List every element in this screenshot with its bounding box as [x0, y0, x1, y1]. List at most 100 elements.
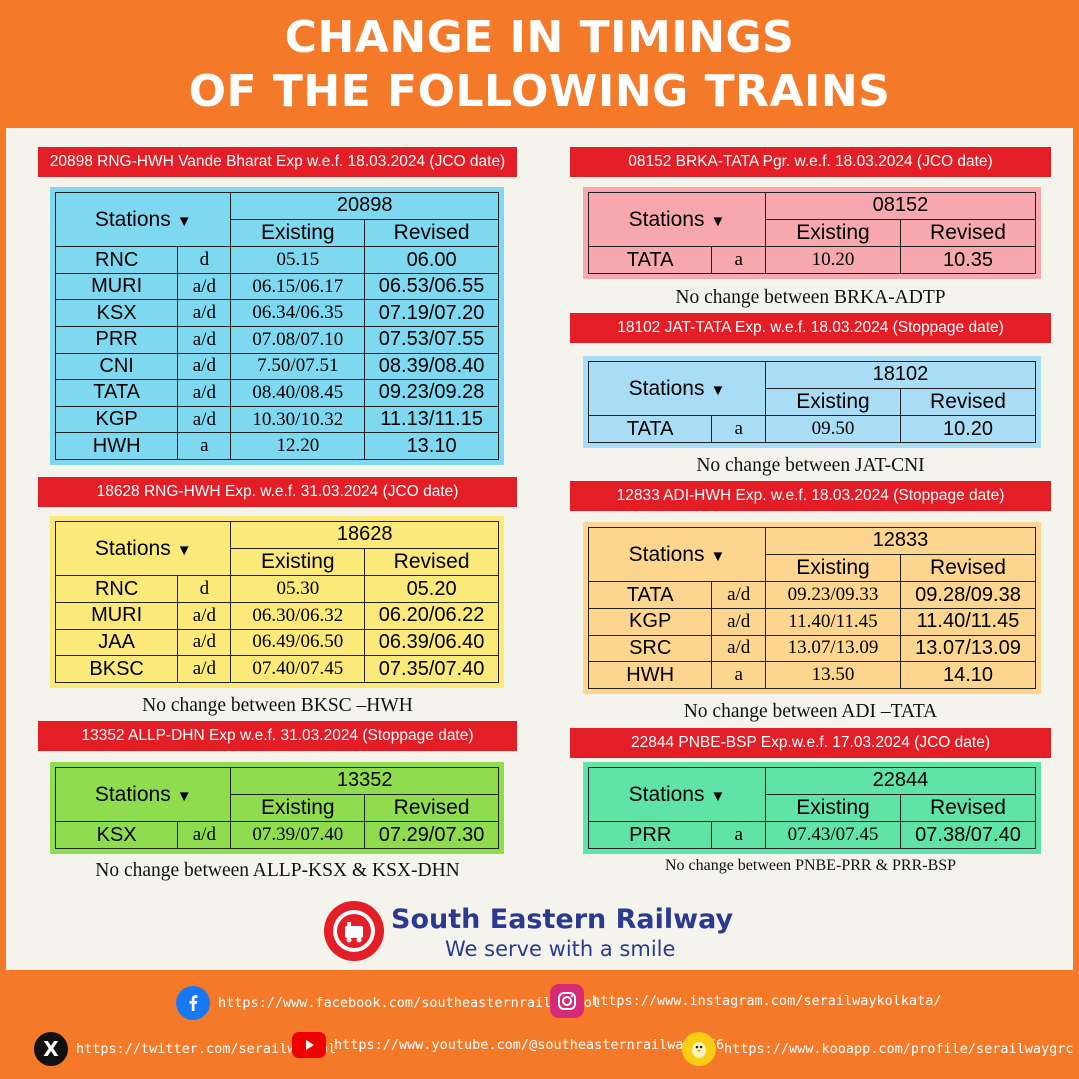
- table-row: CNI a/d 7.50/07.51 08.39/08.40: [54, 352, 499, 381]
- train-number: 13352: [230, 767, 499, 795]
- no-change-note-08152: No change between BRKA-ADTP: [675, 287, 946, 308]
- existing-header: Existing: [230, 218, 366, 248]
- station-code: KSX: [54, 299, 179, 327]
- existing-header: Existing: [230, 547, 366, 577]
- revised-time: 07.53/07.55: [364, 326, 499, 354]
- arrival-departure: a: [711, 415, 766, 443]
- revised-time: 14.10: [899, 661, 1037, 689]
- existing-time: 08.40/08.45: [230, 379, 366, 407]
- page-title-line-2: OF THE FOLLOWING TRAINS: [188, 66, 891, 117]
- station-code: TATA: [587, 246, 713, 274]
- revised-time: 06.39/06.40: [364, 628, 499, 657]
- youtube-url: https://www.youtube.com/@southeasternrai…: [334, 1037, 725, 1053]
- table-row: KGP a/d 10.30/10.32 11.13/11.15: [54, 405, 499, 434]
- no-change-note-18628: No change between BKSC –HWH: [142, 695, 413, 716]
- timing-table-18628: Stations ▼ 18628 Existing Revised RNC d 05.30 05…: [50, 516, 504, 688]
- train-banner-18628: 18628 RNG-HWH Exp. w.e.f. 31.03.2024 (JC…: [38, 477, 517, 507]
- existing-time: 7.50/07.51: [230, 352, 366, 381]
- page-header: CHANGE IN TIMINGS OF THE FOLLOWING TRAIN…: [0, 0, 1079, 128]
- no-change-note-13352: No change between ALLP-KSX & KSX-DHN: [95, 860, 460, 881]
- existing-time: 13.07/13.09: [764, 634, 901, 663]
- station-code: JAA: [54, 628, 179, 657]
- x-twitter-icon: X: [34, 1032, 68, 1066]
- arrival-departure: a/d: [177, 628, 232, 657]
- no-change-note-18102: No change between JAT-CNI: [696, 455, 925, 476]
- existing-time: 10.20: [764, 246, 901, 274]
- station-code: KSX: [54, 821, 179, 849]
- station-code: TATA: [54, 379, 179, 407]
- timing-table-12833: Stations ▼ 12833 Existing Revised TATA a/d 09.2…: [583, 522, 1041, 694]
- table-row: MURI a/d 06.15/06.17 06.53/06.55: [54, 272, 499, 301]
- revised-time: 06.53/06.55: [364, 272, 499, 301]
- existing-header: Existing: [764, 793, 901, 823]
- existing-time: 11.40/11.45: [764, 608, 901, 636]
- timing-table-08152: Stations ▼ 08152 Existing Revised TATA a 10.20 1…: [583, 187, 1041, 279]
- instagram-link[interactable]: https://www.instagram.com/serailwaykolka…: [550, 984, 942, 1018]
- table-row: JAA a/d 06.49/06.50 06.39/06.40: [54, 628, 499, 657]
- table-row: RNC d 05.15 06.00: [54, 246, 499, 274]
- revised-time: 05.20: [364, 575, 499, 604]
- arrival-departure: a/d: [177, 326, 232, 354]
- youtube-link[interactable]: https://www.youtube.com/@southeasternrai…: [292, 1032, 724, 1058]
- existing-time: 05.30: [230, 575, 366, 604]
- station-code: CNI: [54, 352, 179, 381]
- koo-url: https://www.kooapp.com/profile/serailway…: [724, 1041, 1074, 1057]
- train-banner-22844: 22844 PNBE-BSP Exp.w.e.f. 17.03.2024 (JC…: [570, 728, 1051, 758]
- arrival-departure: a/d: [177, 352, 232, 381]
- station-code: HWH: [587, 661, 713, 689]
- existing-header: Existing: [230, 793, 366, 823]
- existing-time: 05.15: [230, 246, 366, 274]
- stations-label: Stations: [628, 376, 705, 400]
- station-code: PRR: [54, 326, 179, 354]
- revised-time: 11.13/11.15: [364, 405, 499, 434]
- station-code: PRR: [587, 821, 713, 849]
- station-code: KGP: [54, 405, 179, 434]
- arrival-departure: a/d: [711, 634, 766, 663]
- existing-time: 07.43/07.45: [764, 821, 901, 849]
- revised-time: 11.40/11.45: [899, 608, 1037, 636]
- page-title-line-1: CHANGE IN TIMINGS: [284, 12, 795, 63]
- existing-time: 10.30/10.32: [230, 405, 366, 434]
- revised-time: 07.29/07.30: [364, 821, 499, 849]
- table-row: TATA a/d 09.23/09.33 09.28/09.38: [587, 581, 1037, 610]
- timing-table-13352: Stations ▼ 13352 Existing Revised KSX a/d 07.39…: [50, 762, 504, 854]
- table-row: KSX a/d 07.39/07.40 07.29/07.30: [54, 821, 499, 849]
- stations-header: Stations ▼: [54, 520, 232, 577]
- existing-time: 12.20: [230, 432, 366, 460]
- arrival-departure: a/d: [177, 602, 232, 630]
- timing-grid: Stations ▼ 22844 Existing Revised PRR a 07.43/0…: [587, 766, 1037, 849]
- revised-time: 10.35: [899, 246, 1037, 274]
- stations-label: Stations: [94, 782, 171, 806]
- station-code: BKSC: [54, 655, 179, 683]
- facebook-link[interactable]: https://www.facebook.com/southeasternrai…: [176, 986, 600, 1020]
- twitter-link[interactable]: X https://twitter.com/serailwaykol: [34, 1032, 336, 1066]
- station-code: MURI: [54, 272, 179, 301]
- instagram-icon: [550, 984, 584, 1018]
- existing-time: 07.40/07.45: [230, 655, 366, 683]
- station-code: MURI: [54, 602, 179, 630]
- train-number: 08152: [764, 192, 1037, 220]
- stations-header: Stations ▼: [588, 360, 766, 417]
- timing-grid: Stations ▼ 18628 Existing Revised RNC d 05.30 05…: [54, 520, 499, 683]
- south-eastern-railway-logo: [324, 901, 384, 961]
- revised-time: 07.19/07.20: [364, 299, 499, 327]
- table-row: RNC d 05.30 05.20: [54, 575, 499, 604]
- train-number: 20898: [230, 192, 499, 220]
- stations-label: Stations: [628, 542, 705, 566]
- arrival-departure: d: [177, 575, 232, 604]
- koo-link[interactable]: https://www.kooapp.com/profile/serailway…: [682, 1032, 1074, 1066]
- arrival-departure: a/d: [711, 608, 766, 636]
- revised-header: Revised: [899, 218, 1037, 248]
- existing-header: Existing: [764, 387, 901, 417]
- twitter-url: https://twitter.com/serailwaykol: [76, 1041, 337, 1057]
- station-code: HWH: [54, 432, 179, 460]
- table-row: PRR a 07.43/07.45 07.38/07.40: [587, 821, 1037, 849]
- revised-time: 06.20/06.22: [364, 602, 499, 630]
- arrival-departure: a/d: [177, 405, 232, 434]
- revised-time: 10.20: [899, 415, 1037, 443]
- train-number: 12833: [764, 527, 1037, 555]
- youtube-icon: [292, 1032, 326, 1058]
- train-number: 18102: [764, 361, 1037, 389]
- existing-time: 06.34/06.35: [230, 299, 366, 327]
